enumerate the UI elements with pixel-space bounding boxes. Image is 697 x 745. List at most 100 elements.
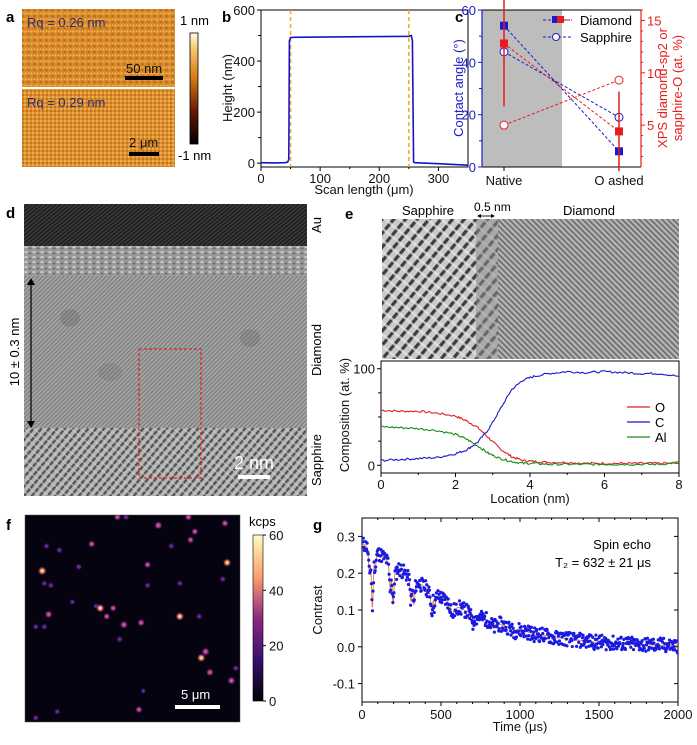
x-tick-label-g: 0 — [358, 707, 365, 722]
nv-center-spot — [32, 714, 39, 722]
data-point-g — [532, 639, 536, 644]
data-point-circle-c — [499, 120, 509, 130]
data-point-g — [657, 644, 661, 648]
data-point-g — [430, 614, 434, 618]
data-point-g — [449, 603, 453, 607]
data-point-g — [524, 634, 528, 638]
thickness-label: 10 ± 0.3 nm — [7, 318, 22, 387]
y-tick-label-right-c: 15 — [647, 13, 661, 28]
data-point-g — [535, 628, 539, 632]
data-point-g — [406, 569, 410, 573]
data-point-g — [675, 651, 678, 655]
nv-center-spot — [135, 705, 143, 714]
scalebar-top — [125, 76, 163, 80]
nv-center-spot — [201, 647, 210, 656]
nv-center-spot — [116, 635, 124, 643]
nv-center-spot — [43, 542, 50, 550]
data-point-g — [492, 630, 497, 634]
data-point-g — [497, 627, 501, 631]
data-point-g — [496, 621, 500, 625]
plot-frame-b — [260, 9, 469, 168]
data-point-g — [366, 552, 370, 556]
nv-center-spot — [154, 521, 163, 530]
data-point-g — [536, 632, 541, 636]
data-point-g — [399, 567, 404, 571]
y-axis-label-b: Height (nm) — [220, 54, 235, 122]
data-point-g — [621, 644, 625, 648]
scalebar-label-d: 2 nm — [234, 453, 274, 473]
data-point-g — [485, 619, 489, 623]
data-point-g — [391, 600, 395, 605]
nv-center-spot — [227, 676, 236, 685]
y-tick-label-left-c: 20 — [462, 108, 476, 123]
composition-line-O — [381, 409, 679, 465]
nv-center-spot — [87, 540, 96, 548]
data-point-g — [407, 578, 412, 582]
panel-label-d: d — [6, 205, 15, 222]
data-point-g — [391, 595, 396, 599]
data-point-g — [591, 635, 595, 639]
data-point-g — [521, 632, 526, 636]
data-point-g — [510, 622, 514, 626]
data-point-g — [508, 629, 513, 633]
data-point-g — [577, 640, 581, 644]
panel-c: c Native O ashed 0 20 40 60 5 10 15 Contact angl… — [451, 0, 685, 188]
data-point-g — [642, 646, 646, 651]
data-point-g — [540, 626, 544, 630]
data-point-g — [475, 622, 479, 626]
nv-center-spot — [54, 708, 61, 715]
data-point-g — [407, 572, 411, 576]
data-point-g — [519, 634, 523, 638]
y-tick-label-left-c: 40 — [462, 55, 476, 70]
data-point-g — [581, 633, 585, 637]
data-point-circle-c — [614, 75, 624, 85]
layer-label-au: Au — [309, 217, 324, 233]
data-point-g — [652, 641, 656, 645]
data-point-g — [565, 644, 569, 648]
y-tick-label-b: 200 — [233, 105, 255, 120]
y-tick-label-g: 0.3 — [337, 529, 355, 544]
data-point-g — [410, 592, 414, 597]
colorbar-tick-label-f: 20 — [269, 639, 283, 654]
data-point-g — [570, 644, 574, 649]
data-point-g — [557, 642, 561, 646]
data-point-g — [462, 601, 466, 605]
data-point-g — [471, 615, 476, 619]
scalebar-label-bottom: 2 μm — [129, 135, 158, 150]
data-point-g — [402, 563, 406, 567]
composition-line-C — [381, 370, 679, 462]
data-point-g — [543, 636, 548, 641]
y-axis-label-right-c-line2: sapphire-O (at. %) — [670, 35, 685, 141]
data-point-g — [519, 625, 523, 629]
y-axis-label-right-c-line1: XPS diamond-sp2 or — [655, 27, 670, 148]
data-point-g — [425, 595, 429, 599]
nv-center-spot — [69, 598, 76, 606]
data-point-g — [595, 637, 599, 641]
data-point-g — [389, 588, 393, 592]
data-point-g — [599, 645, 603, 649]
data-point-g — [389, 578, 393, 582]
panel-d: d 10 ± 0.3 nm 2 nm Au Diamond Sapphire — [6, 204, 324, 496]
data-point-g — [592, 647, 596, 651]
x-tick-label-b: 100 — [309, 171, 331, 186]
data-point-g — [453, 614, 457, 618]
x-tick-label-g: 500 — [430, 707, 452, 722]
data-point-g — [365, 541, 369, 545]
header-sapphire: Sapphire — [402, 203, 454, 218]
series-line-c — [503, 25, 620, 152]
data-point-g — [514, 635, 519, 639]
composition-line-Al — [381, 425, 679, 467]
data-point-g — [526, 637, 530, 641]
data-point-g — [411, 588, 415, 593]
nv-center-spot — [167, 542, 175, 550]
nv-center-spot — [222, 558, 232, 568]
plot-frame-g — [361, 517, 679, 703]
panel-label-e: e — [345, 206, 353, 223]
colorbar-tick-label-f: 40 — [269, 583, 283, 598]
haadf-diamond-region — [498, 219, 679, 359]
data-point-g — [529, 629, 533, 633]
y-axis-label-g: Contrast — [310, 585, 325, 635]
data-point-g — [644, 649, 648, 653]
x-axis-label-g: Time (μs) — [493, 719, 548, 734]
